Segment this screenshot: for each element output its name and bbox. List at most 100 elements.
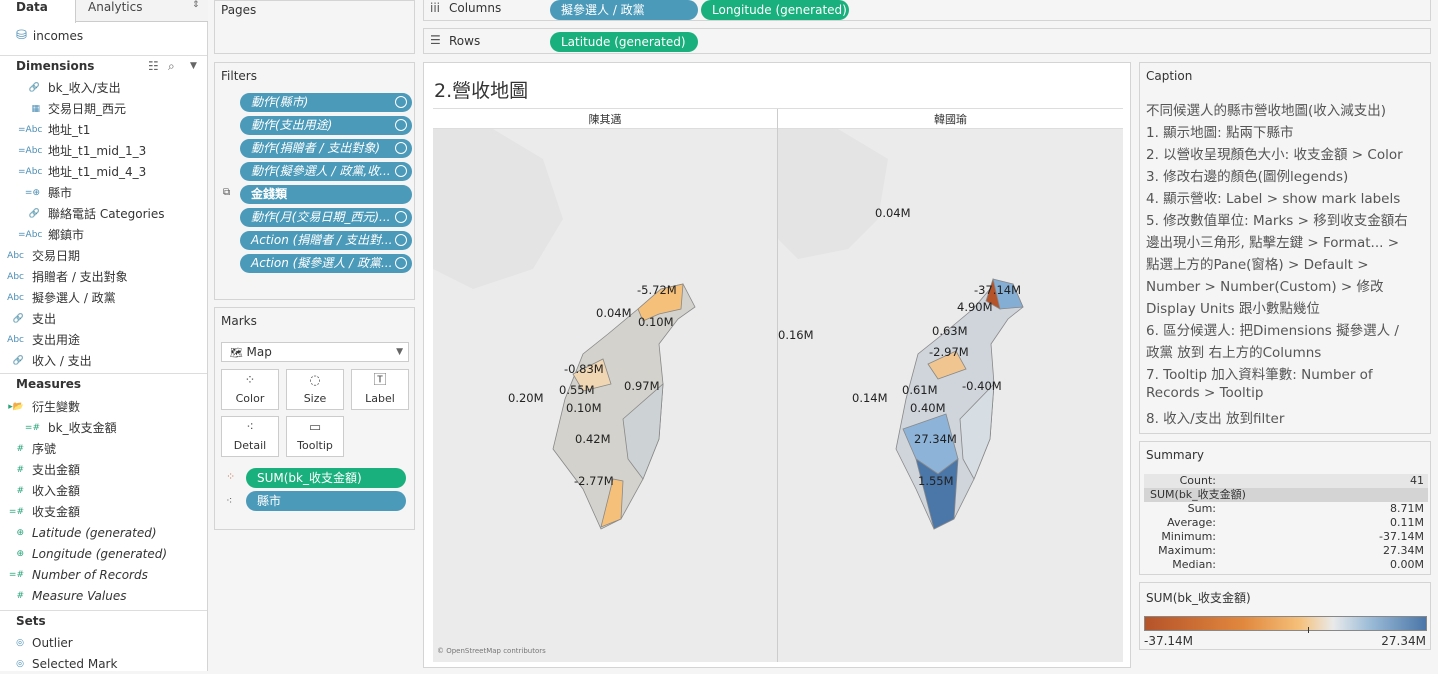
summary-stat-label: Maximum: (1158, 544, 1216, 557)
map-label-right[interactable]: 1.55M (918, 474, 954, 488)
columns-pill-candidate[interactable]: 擬參選人 / 政黨 (550, 0, 698, 20)
view-toggle-icon[interactable]: ☷ (148, 59, 159, 73)
set-field[interactable]: ◎ Selected Mark (2, 654, 117, 674)
measure-field[interactable]: # 序號 (2, 439, 56, 459)
map-pane-right[interactable] (778, 129, 1123, 662)
map-label-right[interactable]: 0.61M (902, 383, 938, 397)
map-label-left[interactable]: -0.83M (564, 362, 604, 376)
map-label-left[interactable]: 0.04M (596, 306, 632, 320)
map-label-right[interactable]: -37.14M (974, 283, 1021, 297)
pages-title: Pages (221, 3, 257, 17)
tab-analytics[interactable]: Analytics (88, 0, 143, 14)
size-icon: ◌ (309, 373, 321, 388)
columns-pill-longitude[interactable]: Longitude (generated) (701, 0, 849, 20)
legend-gradient[interactable] (1144, 616, 1427, 631)
dimension-field[interactable]: Abc 支出用途 (2, 330, 80, 350)
measure-field[interactable]: ▸📂 衍生變數 (2, 397, 80, 417)
measure-field[interactable]: =# 收支金額 (2, 502, 80, 522)
dimension-field[interactable]: ▦ 交易日期_西元 (18, 99, 126, 119)
search-icon[interactable]: ⌕ (168, 59, 175, 73)
map-label-right[interactable]: 0.16M (778, 328, 814, 342)
tab-scroll-icon[interactable]: ⇕ (192, 0, 200, 10)
dimension-field[interactable]: Abc 擬參選人 / 政黨 (2, 288, 116, 308)
columns-shelf[interactable]: iii Columns 擬參選人 / 政黨 Longitude (generat… (423, 0, 1431, 21)
set-field[interactable]: ◎ Outlier (2, 633, 73, 653)
dimension-field[interactable]: =Abc 地址_t1_mid_1_3 (18, 141, 146, 161)
dimension-field[interactable]: 🔗 收入 / 支出 (2, 351, 92, 371)
detail-button[interactable]: ⁖ Detail (221, 416, 279, 457)
rows-shelf[interactable]: ☰ Rows Latitude (generated) (423, 28, 1431, 54)
east-region-left (622, 383, 664, 480)
measure-field[interactable]: =# Number of Records (2, 565, 148, 585)
filter-pill[interactable]: 動作(縣市) (240, 93, 412, 112)
measure-field[interactable]: # 收入金額 (2, 481, 80, 501)
dimension-field[interactable]: 🔗 支出 (2, 309, 56, 329)
dimension-field[interactable]: 🔗 聯絡電話 Categories (18, 204, 165, 224)
filter-label: 動作(縣市) (251, 95, 309, 109)
map-label-left[interactable]: 0.10M (638, 315, 674, 329)
dimension-field[interactable]: =⊕ 縣市 (18, 183, 72, 203)
summary-stat-value: 0.11M (1390, 516, 1424, 529)
filter-pill[interactable]: Action (擬參選人 / 政黨... (240, 254, 412, 273)
dimension-field[interactable]: =Abc 鄉鎮市 (18, 225, 84, 245)
map-label-left[interactable]: -5.72M (637, 283, 677, 297)
pane-header-left: 陳其邁 (588, 113, 622, 126)
measure-field[interactable]: ⊕ Longitude (generated) (2, 544, 167, 564)
map-label-right[interactable]: 0.40M (910, 401, 946, 415)
measure-field[interactable]: ⊕ Latitude (generated) (2, 523, 156, 543)
chevron-down-icon[interactable]: ▼ (190, 61, 197, 71)
dimension-field[interactable]: 🔗 bk_收入/支出 (18, 78, 121, 98)
mark-pill-detail[interactable]: 縣市 (246, 491, 406, 511)
summary-stat-label: Median: (1172, 558, 1216, 571)
dimension-field[interactable]: Abc 捐贈者 / 支出對象 (2, 267, 128, 287)
filter-pill[interactable]: Action (捐贈者 / 支出對... (240, 231, 412, 250)
filter-pill[interactable]: 動作(捐贈者 / 支出對象) (240, 139, 412, 158)
map-label-left[interactable]: 0.42M (575, 432, 611, 446)
map-label-right[interactable]: 4.90M (957, 300, 993, 314)
abc-icon: =Abc (18, 146, 43, 156)
filter-pill[interactable]: 動作(支出用途) (240, 116, 412, 135)
filter-pill[interactable]: 動作(月(交易日期_西元)... (240, 208, 412, 227)
rows-pill-latitude[interactable]: Latitude (generated) (550, 32, 698, 52)
marks-title: Marks (221, 314, 257, 328)
map-label-right[interactable]: 0.04M (875, 206, 911, 220)
map-label-left[interactable]: -2.77M (574, 474, 614, 488)
measure-label: 支出金額 (32, 463, 81, 477)
tooltip-button[interactable]: ▭ Tooltip (286, 416, 344, 457)
map-label-right[interactable]: 0.14M (852, 391, 888, 405)
color-button[interactable]: ⁘ Color (221, 369, 279, 410)
filter-pill[interactable]: 動作(擬參選人 / 政黨,收... (240, 162, 412, 181)
map-label-right[interactable]: -2.97M (929, 345, 969, 359)
map-label-right[interactable]: 27.34M (914, 432, 957, 446)
tab-data[interactable]: Data (0, 0, 76, 23)
map-label-right[interactable]: -0.40M (962, 379, 1002, 393)
mark-type-select[interactable]: 🗺 Map ▼ (221, 342, 409, 362)
paperclip-icon: 🔗 (28, 209, 40, 219)
map-label-left[interactable]: 0.55M (559, 383, 595, 397)
dimension-field[interactable]: Abc 交易日期 (2, 246, 80, 266)
datasource-row[interactable]: ⛁ incomes (16, 28, 83, 43)
map-label-left[interactable]: 0.97M (624, 379, 660, 393)
dimension-field[interactable]: =Abc 地址_t1 (18, 120, 90, 140)
link-icon (395, 165, 407, 177)
summary-title: Summary (1146, 448, 1204, 462)
filters-shelf[interactable]: Filters 動作(縣市) 動作(支出用途) 動作(捐贈者 / 支出對象) 動作(擬… (214, 62, 415, 300)
caption-line: 邊出現小三角形, 點擊左鍵 > Format... > (1146, 235, 1400, 251)
dimension-label: 交易日期_西元 (48, 102, 127, 116)
map-label-left[interactable]: 0.20M (508, 391, 544, 405)
sets-header: Sets (0, 610, 207, 630)
mark-pill-color[interactable]: SUM(bk_收支金額) (246, 468, 406, 488)
dimension-field[interactable]: =Abc 地址_t1_mid_4_3 (18, 162, 146, 182)
map-label-left[interactable]: 0.10M (566, 401, 602, 415)
measure-field[interactable]: # Measure Values (2, 586, 126, 606)
measure-field[interactable]: =# bk_收支金額 (18, 418, 117, 438)
filter-pill[interactable]: 金錢類 (240, 185, 412, 204)
pages-shelf[interactable]: Pages (214, 0, 415, 54)
caption-line: 1. 顯示地圖: 點兩下縣市 (1146, 125, 1294, 141)
map-pane-left[interactable]: © OpenStreetMap contributors (433, 129, 777, 662)
size-button[interactable]: ◌ Size (286, 369, 344, 410)
map-label-right[interactable]: 0.63M (932, 324, 968, 338)
measure-field[interactable]: # 支出金額 (2, 460, 80, 480)
color-icon: ⁘ (244, 373, 256, 388)
label-button[interactable]: 🅃 Label (351, 369, 409, 410)
